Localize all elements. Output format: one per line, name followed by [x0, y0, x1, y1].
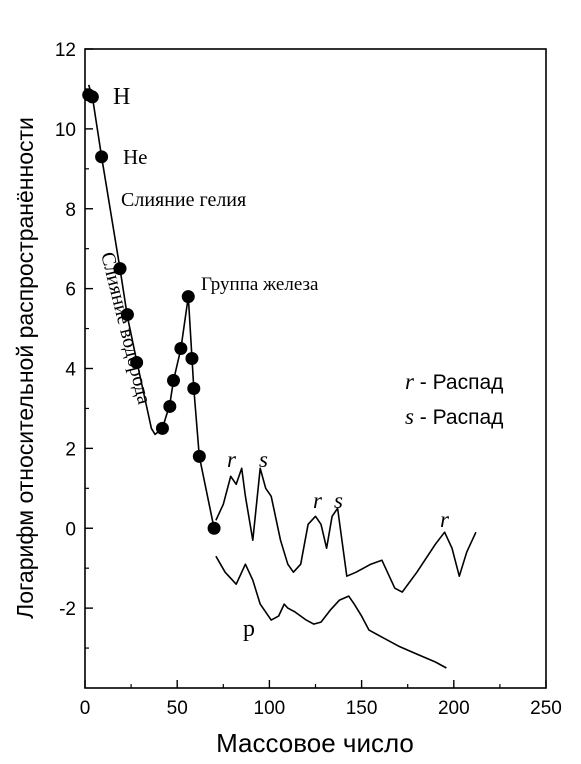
y-tick-label: 10 — [55, 120, 76, 141]
legend-text-s: - Распад — [414, 406, 503, 429]
x-tick-label: 250 — [530, 698, 562, 719]
markers-group — [82, 88, 221, 535]
label-s-2: s — [334, 488, 343, 513]
data-point — [167, 373, 181, 387]
data-point — [174, 342, 188, 356]
legend: r - Распад s - Распад — [405, 369, 503, 429]
y-tick-label: 6 — [65, 280, 76, 301]
label-h: H — [113, 84, 130, 110]
data-point — [192, 449, 206, 463]
x-tick-label: 100 — [254, 698, 286, 719]
data-point — [120, 308, 134, 322]
x-tick-label: 50 — [167, 698, 188, 719]
y-tick-label: 2 — [65, 439, 76, 460]
data-point — [187, 381, 201, 395]
legend-entry-s: s - Распад — [405, 404, 503, 429]
legend-text-r: - Распад — [414, 371, 503, 394]
data-point — [113, 262, 127, 276]
data-point — [155, 421, 169, 435]
plot-frame — [84, 48, 547, 689]
series-line-3 — [215, 555, 447, 669]
data-point — [130, 356, 144, 370]
label-r-2: r — [313, 488, 323, 513]
label-s-1: s — [259, 447, 268, 472]
x-tick-label: 0 — [80, 698, 91, 719]
label-he: He — [123, 145, 148, 169]
x-tick-label: 200 — [438, 698, 470, 719]
legend-symbol-r: r — [405, 369, 415, 394]
y-tick-label: 4 — [65, 360, 76, 381]
y-tick-label: 0 — [65, 519, 76, 540]
x-axis-title: Массовое число — [216, 728, 414, 758]
label-iron-group: Группа железа — [201, 274, 319, 295]
axes: 0 50 100 150 200 250 -2 0 2 4 6 8 10 12 — [55, 40, 562, 719]
legend-entry-r: r - Распад — [405, 369, 503, 394]
y-tick-label: -2 — [59, 599, 76, 620]
x-tick-label: 150 — [346, 698, 378, 719]
label-hydrogen-fusion: Слияние водорода — [96, 250, 155, 407]
data-point — [163, 399, 177, 413]
legend-symbol-s: s — [405, 404, 414, 429]
label-r-3: r — [440, 507, 450, 532]
data-point — [85, 90, 99, 104]
label-helium-fusion: Слияние гелия — [121, 189, 246, 211]
data-point — [181, 290, 195, 304]
series-line-2 — [215, 467, 477, 593]
y-tick-label: 8 — [65, 200, 76, 221]
y-tick-label: 12 — [55, 40, 76, 61]
data-point — [185, 352, 199, 366]
data-point — [95, 150, 109, 164]
data-point — [207, 521, 221, 535]
label-r-1: r — [227, 447, 237, 472]
label-p: p — [243, 616, 255, 642]
series-line-1 — [87, 84, 215, 529]
y-axis-title: Логарифм относительной распространённост… — [12, 117, 38, 619]
